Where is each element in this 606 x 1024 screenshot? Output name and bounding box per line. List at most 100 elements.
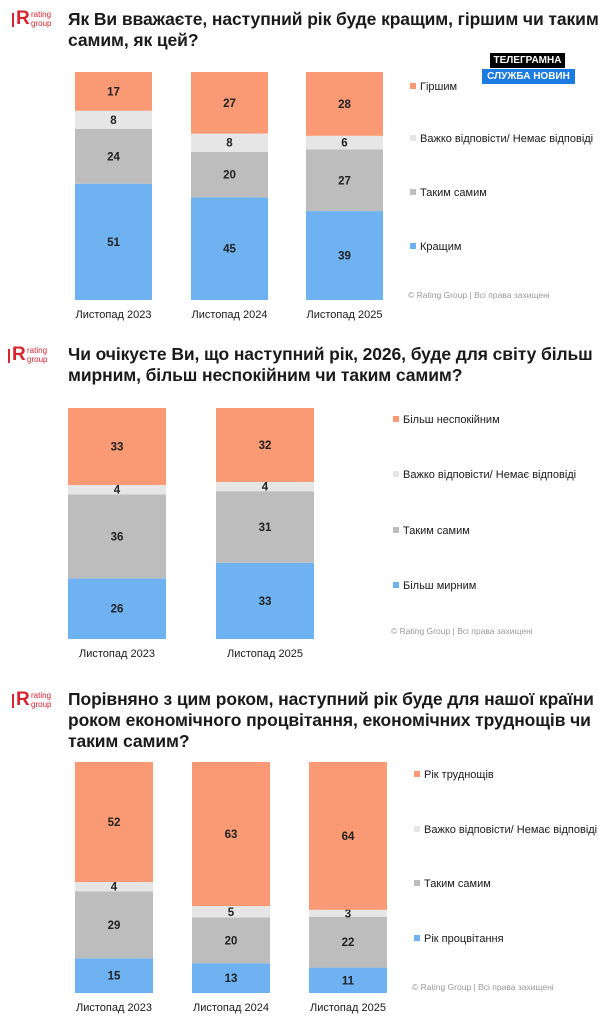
data-label: 32: [259, 440, 272, 452]
data-label: 17: [107, 86, 120, 98]
data-label: 20: [225, 935, 238, 947]
bar-segment-гіршим-1: [75, 72, 152, 111]
data-label: 64: [342, 831, 355, 843]
data-label: 4: [262, 482, 269, 494]
legend-swatch: [410, 83, 416, 89]
category-label: Листопад 2023: [79, 648, 155, 660]
data-label: 6: [341, 138, 347, 150]
legend-swatch: [410, 135, 416, 141]
data-label: 33: [259, 596, 272, 608]
copyright-note: © Rating Group | Всі права захищені: [408, 290, 550, 300]
bar-segment-важко-відповісти-немає-відповіді-3: [309, 909, 387, 917]
logo-text-rating: rating: [31, 10, 52, 19]
bar-segment-таким-самим-2: [216, 491, 314, 563]
legend-label: Гіршим: [420, 81, 457, 93]
logo-bar: [8, 349, 10, 363]
bar-segment-важко-відповісти-немає-відповіді-1: [75, 110, 152, 129]
data-label: 11: [342, 975, 355, 987]
bar-segment-кращим-2: [191, 197, 268, 300]
legend-swatch: [393, 527, 399, 533]
data-label: 39: [338, 251, 351, 263]
chart-3-title-line-1: Порівняно з цим роком, наступний рік буд…: [68, 689, 594, 709]
legend-label: Кращим: [420, 241, 461, 253]
bar-segment-таким-самим-2: [192, 917, 270, 964]
rating-group-logo: R rating group: [12, 8, 62, 32]
bar-segment-важко-відповісти-немає-відповіді-1: [75, 882, 153, 892]
logo-letter: R: [16, 689, 30, 710]
legend-swatch: [414, 935, 420, 941]
chart-3-title: Порівняно з цим роком, наступний рік буд…: [68, 689, 594, 752]
data-label: 8: [110, 115, 117, 127]
bar-segment-кращим-3: [306, 211, 383, 300]
bar-segment-таким-самим-1: [75, 891, 153, 959]
logo-text-rating: rating: [27, 346, 48, 355]
data-label: 13: [225, 973, 238, 985]
bar-segment-рік-труднощів-3: [309, 762, 387, 910]
chart-2-title-line-1: Чи очікуєте Ви, що наступний рік, 2026, …: [68, 344, 593, 364]
logo-text-group: group: [27, 355, 48, 364]
logo-letter: R: [16, 8, 30, 29]
category-label: Листопад 2025: [227, 648, 303, 660]
bar-segment-таким-самим-1: [75, 129, 152, 184]
legend-label: Таким самим: [403, 525, 470, 537]
data-label: 28: [338, 99, 351, 111]
bar-segment-рік-процвітання-1: [75, 958, 153, 993]
data-label: 31: [259, 522, 272, 534]
legend-label: Більш мирним: [403, 580, 476, 592]
copyright-note: © Rating Group | Всі права захищені: [391, 626, 533, 636]
data-label: 5: [228, 907, 235, 919]
data-label: 36: [111, 531, 124, 543]
bar-segment-гіршим-3: [306, 72, 383, 136]
legend-swatch: [414, 771, 420, 777]
bar-segment-більш-неспокійним-1: [68, 408, 166, 485]
chart-1: 51 24 8 17 Листопад 2023 45 20 8 27 Листопад 2024…: [75, 72, 593, 321]
data-label: 26: [111, 604, 124, 616]
bar-segment-таким-самим-3: [309, 916, 387, 968]
category-label: Листопад 2023: [76, 309, 152, 321]
data-label: 51: [107, 237, 120, 249]
rating-group-logo: R rating group: [8, 345, 58, 368]
bar-segment-кращим-1: [75, 183, 152, 300]
bar-segment-важко-відповісти-немає-відповіді-3: [306, 135, 383, 150]
bar-segment-таким-самим-2: [191, 151, 268, 198]
legend-label: Таким самим: [424, 878, 491, 890]
chart-3-title-line-3: таким самим?: [68, 731, 190, 751]
bar-segment-рік-труднощів-1: [75, 762, 153, 883]
data-label: 45: [223, 244, 236, 256]
data-label: 24: [107, 151, 120, 163]
legend-label: Рік труднощів: [424, 769, 494, 781]
chart-3: 15 29 4 52 Листопад 2023 13 20 5 63 Листопад 2024…: [75, 762, 597, 1014]
data-label: 4: [114, 485, 121, 497]
legend-label: Важко відповісти/ Немає відповіді: [420, 133, 593, 145]
data-label: 27: [338, 175, 351, 187]
rating-group-logo: R rating group: [12, 689, 62, 713]
logo-bar: [12, 13, 14, 27]
chart-2: 26 36 4 33 Листопад 2023 33 31 4 32 Листопад 2025…: [68, 408, 576, 660]
legend-swatch: [393, 471, 399, 477]
chart-2-title-line-2: мирним, більш неспокійним чи таким самим…: [68, 365, 463, 385]
chart-1-title-line-1: Як Ви вважаєте, наступний рік буде кращи…: [68, 9, 599, 29]
bar-segment-важко-відповісти-немає-відповіді-2: [216, 481, 314, 492]
bar-segment-більш-мирним-1: [68, 578, 166, 639]
data-label: 8: [226, 138, 233, 150]
bar-segment-важко-відповісти-немає-відповіді-2: [192, 906, 270, 918]
data-label: 27: [223, 98, 236, 110]
bar-segment-таким-самим-1: [68, 494, 166, 579]
data-label: 29: [108, 920, 121, 932]
bar-segment-рік-труднощів-2: [192, 762, 270, 907]
category-label: Листопад 2025: [310, 1002, 386, 1014]
bar-segment-більш-неспокійним-2: [216, 408, 314, 482]
data-label: 63: [225, 829, 238, 841]
data-label: 22: [342, 937, 355, 949]
data-label: 52: [108, 817, 121, 829]
logo-text-group: group: [31, 19, 52, 28]
category-label: Листопад 2024: [193, 1002, 269, 1014]
bar-segment-рік-процвітання-2: [192, 963, 270, 993]
legend-label: Важко відповісти/ Немає відповіді: [424, 824, 597, 836]
bar-segment-таким-самим-3: [306, 149, 383, 212]
data-label: 33: [111, 442, 124, 454]
category-label: Листопад 2024: [192, 309, 268, 321]
legend-swatch: [393, 582, 399, 588]
telegram-badge-top: ТЕЛЕГРАМНА: [490, 53, 565, 68]
legend-swatch: [410, 189, 416, 195]
